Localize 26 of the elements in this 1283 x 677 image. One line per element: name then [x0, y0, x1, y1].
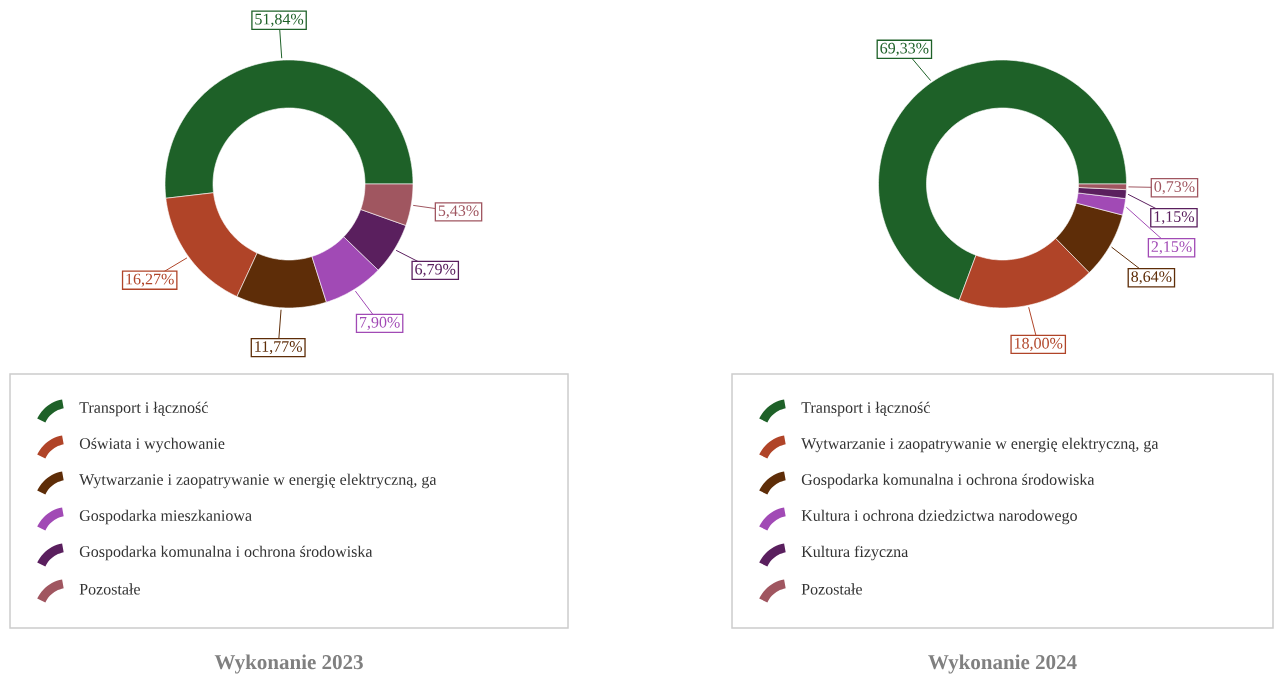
data-label: 6,79%	[415, 263, 456, 277]
legend-label: Pozostałe	[801, 583, 862, 595]
legend-label: Oświata i wychowanie	[79, 437, 225, 453]
data-label: 1,15%	[1154, 211, 1195, 225]
data-label: 18,00%	[1014, 337, 1063, 351]
legend-label: Kultura i ochrona dziedzictwa narodowego	[801, 509, 1077, 525]
legend-label: Kultura fizyczna	[801, 545, 909, 561]
data-label: 5,43%	[438, 205, 479, 219]
legend-label: Gospodarka komunalna i ochrona środowiska	[801, 473, 1095, 489]
text: Wykonanie 2024	[928, 654, 1077, 674]
data-label: 69,33%	[880, 42, 929, 56]
legend-label: Wytwarzanie i zaopatrywanie w energię elektryczną, ga	[801, 437, 1159, 453]
legend-label: Gospodarka komunalna i ochrona środowiska	[79, 545, 373, 561]
data-label: 0,73%	[1154, 181, 1195, 195]
legend-label: Pozostałe	[79, 583, 140, 595]
legend-label: Wytwarzanie i zaopatrywanie w energię elektryczną, ga	[79, 473, 437, 489]
data-label: 11,77%	[255, 341, 302, 355]
data-label: 2,15%	[1151, 241, 1192, 255]
legend-label: Transport i łączność	[801, 401, 930, 417]
data-label: 16,27%	[126, 273, 174, 287]
data-label: 7,90%	[360, 316, 400, 330]
legend-label: Transport i łączność	[79, 401, 208, 417]
data-label: 51,84%	[255, 13, 304, 27]
legend-label: Gospodarka mieszkaniowa	[79, 509, 252, 525]
data-label: 8,64%	[1131, 271, 1172, 285]
text: Wykonanie 2023	[214, 654, 363, 674]
